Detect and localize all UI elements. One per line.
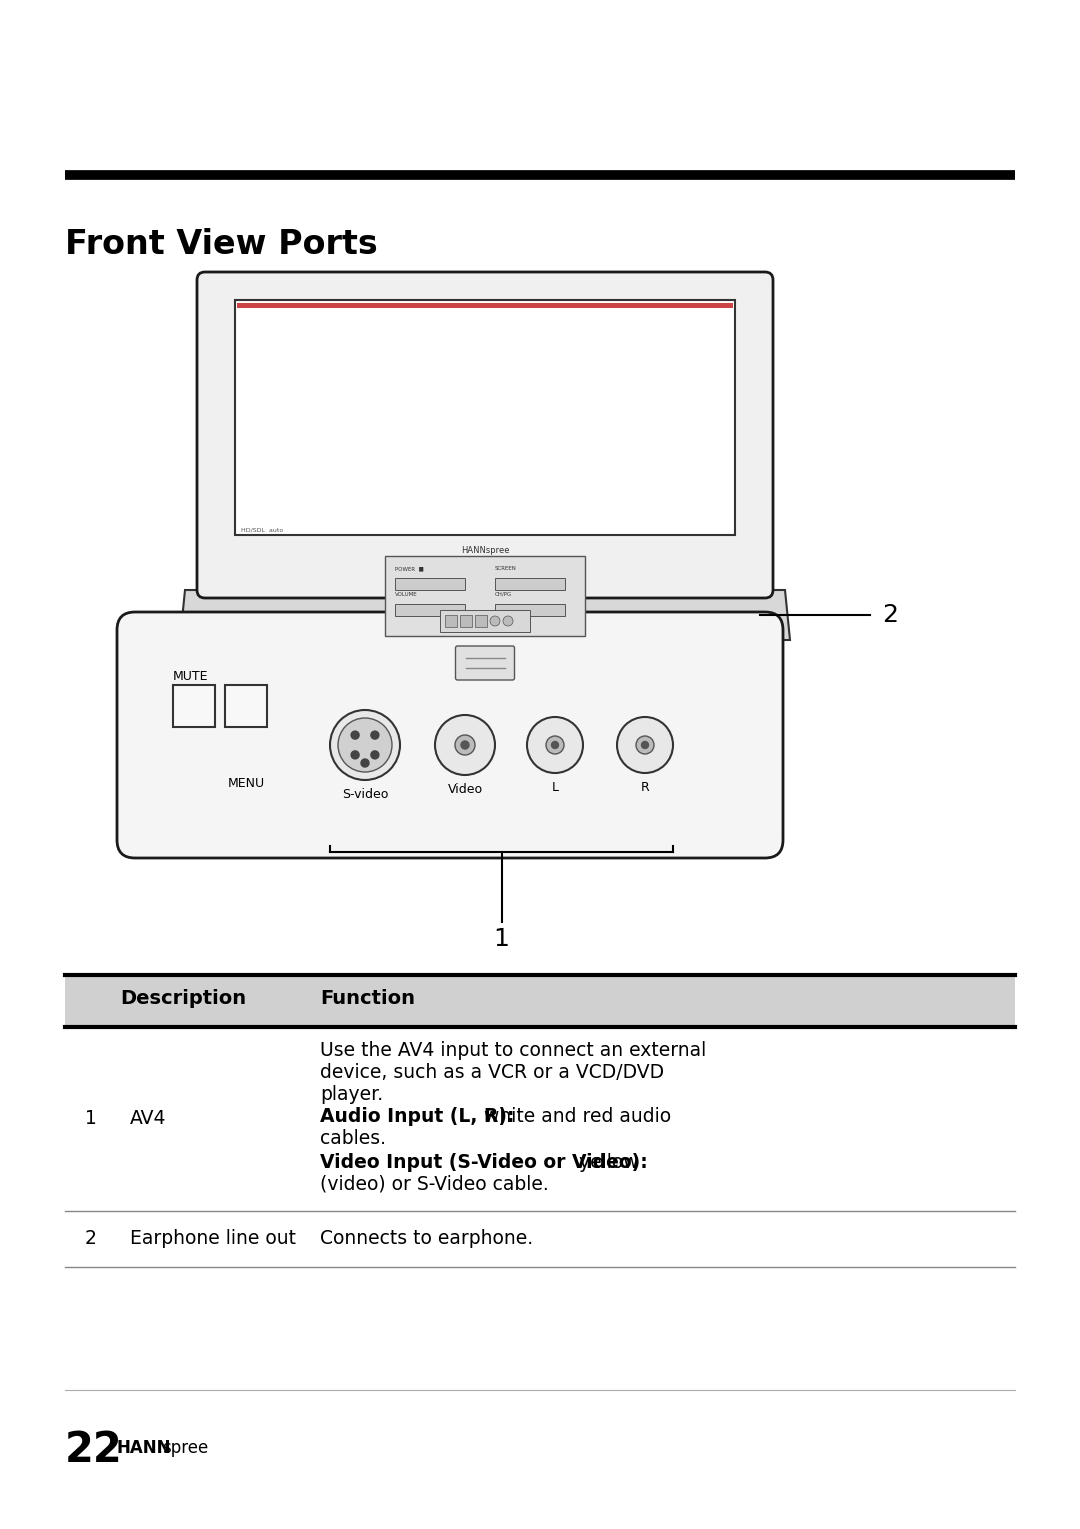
Text: 22: 22 bbox=[65, 1430, 123, 1471]
Text: POWER  ■: POWER ■ bbox=[395, 566, 423, 570]
Text: Description: Description bbox=[120, 989, 246, 1008]
Circle shape bbox=[461, 742, 469, 749]
Text: HANNspree: HANNspree bbox=[461, 546, 510, 555]
FancyBboxPatch shape bbox=[456, 645, 514, 680]
Bar bbox=[237, 303, 733, 307]
Circle shape bbox=[338, 719, 392, 772]
Text: SCREEN: SCREEN bbox=[495, 566, 517, 570]
Text: HD/SDL  auto: HD/SDL auto bbox=[241, 528, 283, 532]
Bar bbox=[440, 610, 530, 631]
Text: L: L bbox=[552, 781, 558, 794]
Text: Function: Function bbox=[320, 989, 415, 1008]
Text: HANN: HANN bbox=[117, 1439, 172, 1457]
Circle shape bbox=[351, 751, 360, 758]
Circle shape bbox=[370, 751, 379, 758]
Text: 1: 1 bbox=[494, 927, 510, 951]
Text: spree: spree bbox=[162, 1439, 208, 1457]
Text: MENU: MENU bbox=[228, 777, 265, 790]
Text: 1: 1 bbox=[85, 1109, 97, 1128]
Bar bbox=[235, 300, 735, 535]
Circle shape bbox=[351, 731, 360, 739]
Bar bbox=[384, 557, 585, 636]
Text: 2: 2 bbox=[882, 602, 897, 627]
Text: Connects to earphone.: Connects to earphone. bbox=[320, 1229, 534, 1248]
Text: Video Input (S-Video or Video):: Video Input (S-Video or Video): bbox=[320, 1153, 648, 1173]
Circle shape bbox=[455, 735, 475, 755]
Text: yellow: yellow bbox=[573, 1153, 638, 1173]
Circle shape bbox=[503, 616, 513, 625]
Text: CH/PG: CH/PG bbox=[495, 592, 512, 596]
Circle shape bbox=[617, 717, 673, 774]
Bar bbox=[225, 685, 267, 726]
Text: VOLUME: VOLUME bbox=[395, 592, 418, 596]
Circle shape bbox=[370, 731, 379, 739]
Bar bbox=[445, 615, 457, 627]
Circle shape bbox=[546, 735, 564, 754]
Text: cables.: cables. bbox=[320, 1128, 386, 1148]
Text: MUTE: MUTE bbox=[173, 670, 208, 683]
Text: Audio Input (L, R):: Audio Input (L, R): bbox=[320, 1107, 514, 1125]
Circle shape bbox=[435, 716, 495, 775]
Circle shape bbox=[361, 758, 369, 768]
Text: player.: player. bbox=[320, 1086, 383, 1104]
Text: Use the AV4 input to connect an external: Use the AV4 input to connect an external bbox=[320, 1041, 706, 1060]
Bar bbox=[475, 615, 487, 627]
Circle shape bbox=[527, 717, 583, 774]
Polygon shape bbox=[180, 590, 789, 641]
FancyBboxPatch shape bbox=[117, 612, 783, 858]
Bar bbox=[495, 578, 565, 590]
Text: Video: Video bbox=[447, 783, 483, 797]
Text: Front View Ports: Front View Ports bbox=[65, 228, 378, 261]
Bar bbox=[495, 604, 565, 616]
Bar bbox=[65, 976, 1015, 1027]
Bar bbox=[395, 578, 465, 590]
Text: R: R bbox=[640, 781, 649, 794]
Text: AV4: AV4 bbox=[130, 1109, 166, 1128]
Text: white and red audio: white and red audio bbox=[478, 1107, 671, 1125]
Text: 2: 2 bbox=[85, 1229, 97, 1248]
Text: device, such as a VCR or a VCD/DVD: device, such as a VCR or a VCD/DVD bbox=[320, 1063, 664, 1083]
Text: Earphone line out: Earphone line out bbox=[130, 1229, 296, 1248]
Circle shape bbox=[552, 742, 558, 749]
Text: S-video: S-video bbox=[341, 787, 388, 801]
Bar bbox=[173, 685, 215, 726]
Bar bbox=[460, 615, 472, 627]
Bar bbox=[395, 604, 465, 616]
Circle shape bbox=[636, 735, 654, 754]
Circle shape bbox=[642, 742, 648, 749]
Circle shape bbox=[490, 616, 500, 625]
FancyBboxPatch shape bbox=[197, 272, 773, 598]
Circle shape bbox=[330, 709, 400, 780]
Text: (video) or S-Video cable.: (video) or S-Video cable. bbox=[320, 1174, 549, 1194]
